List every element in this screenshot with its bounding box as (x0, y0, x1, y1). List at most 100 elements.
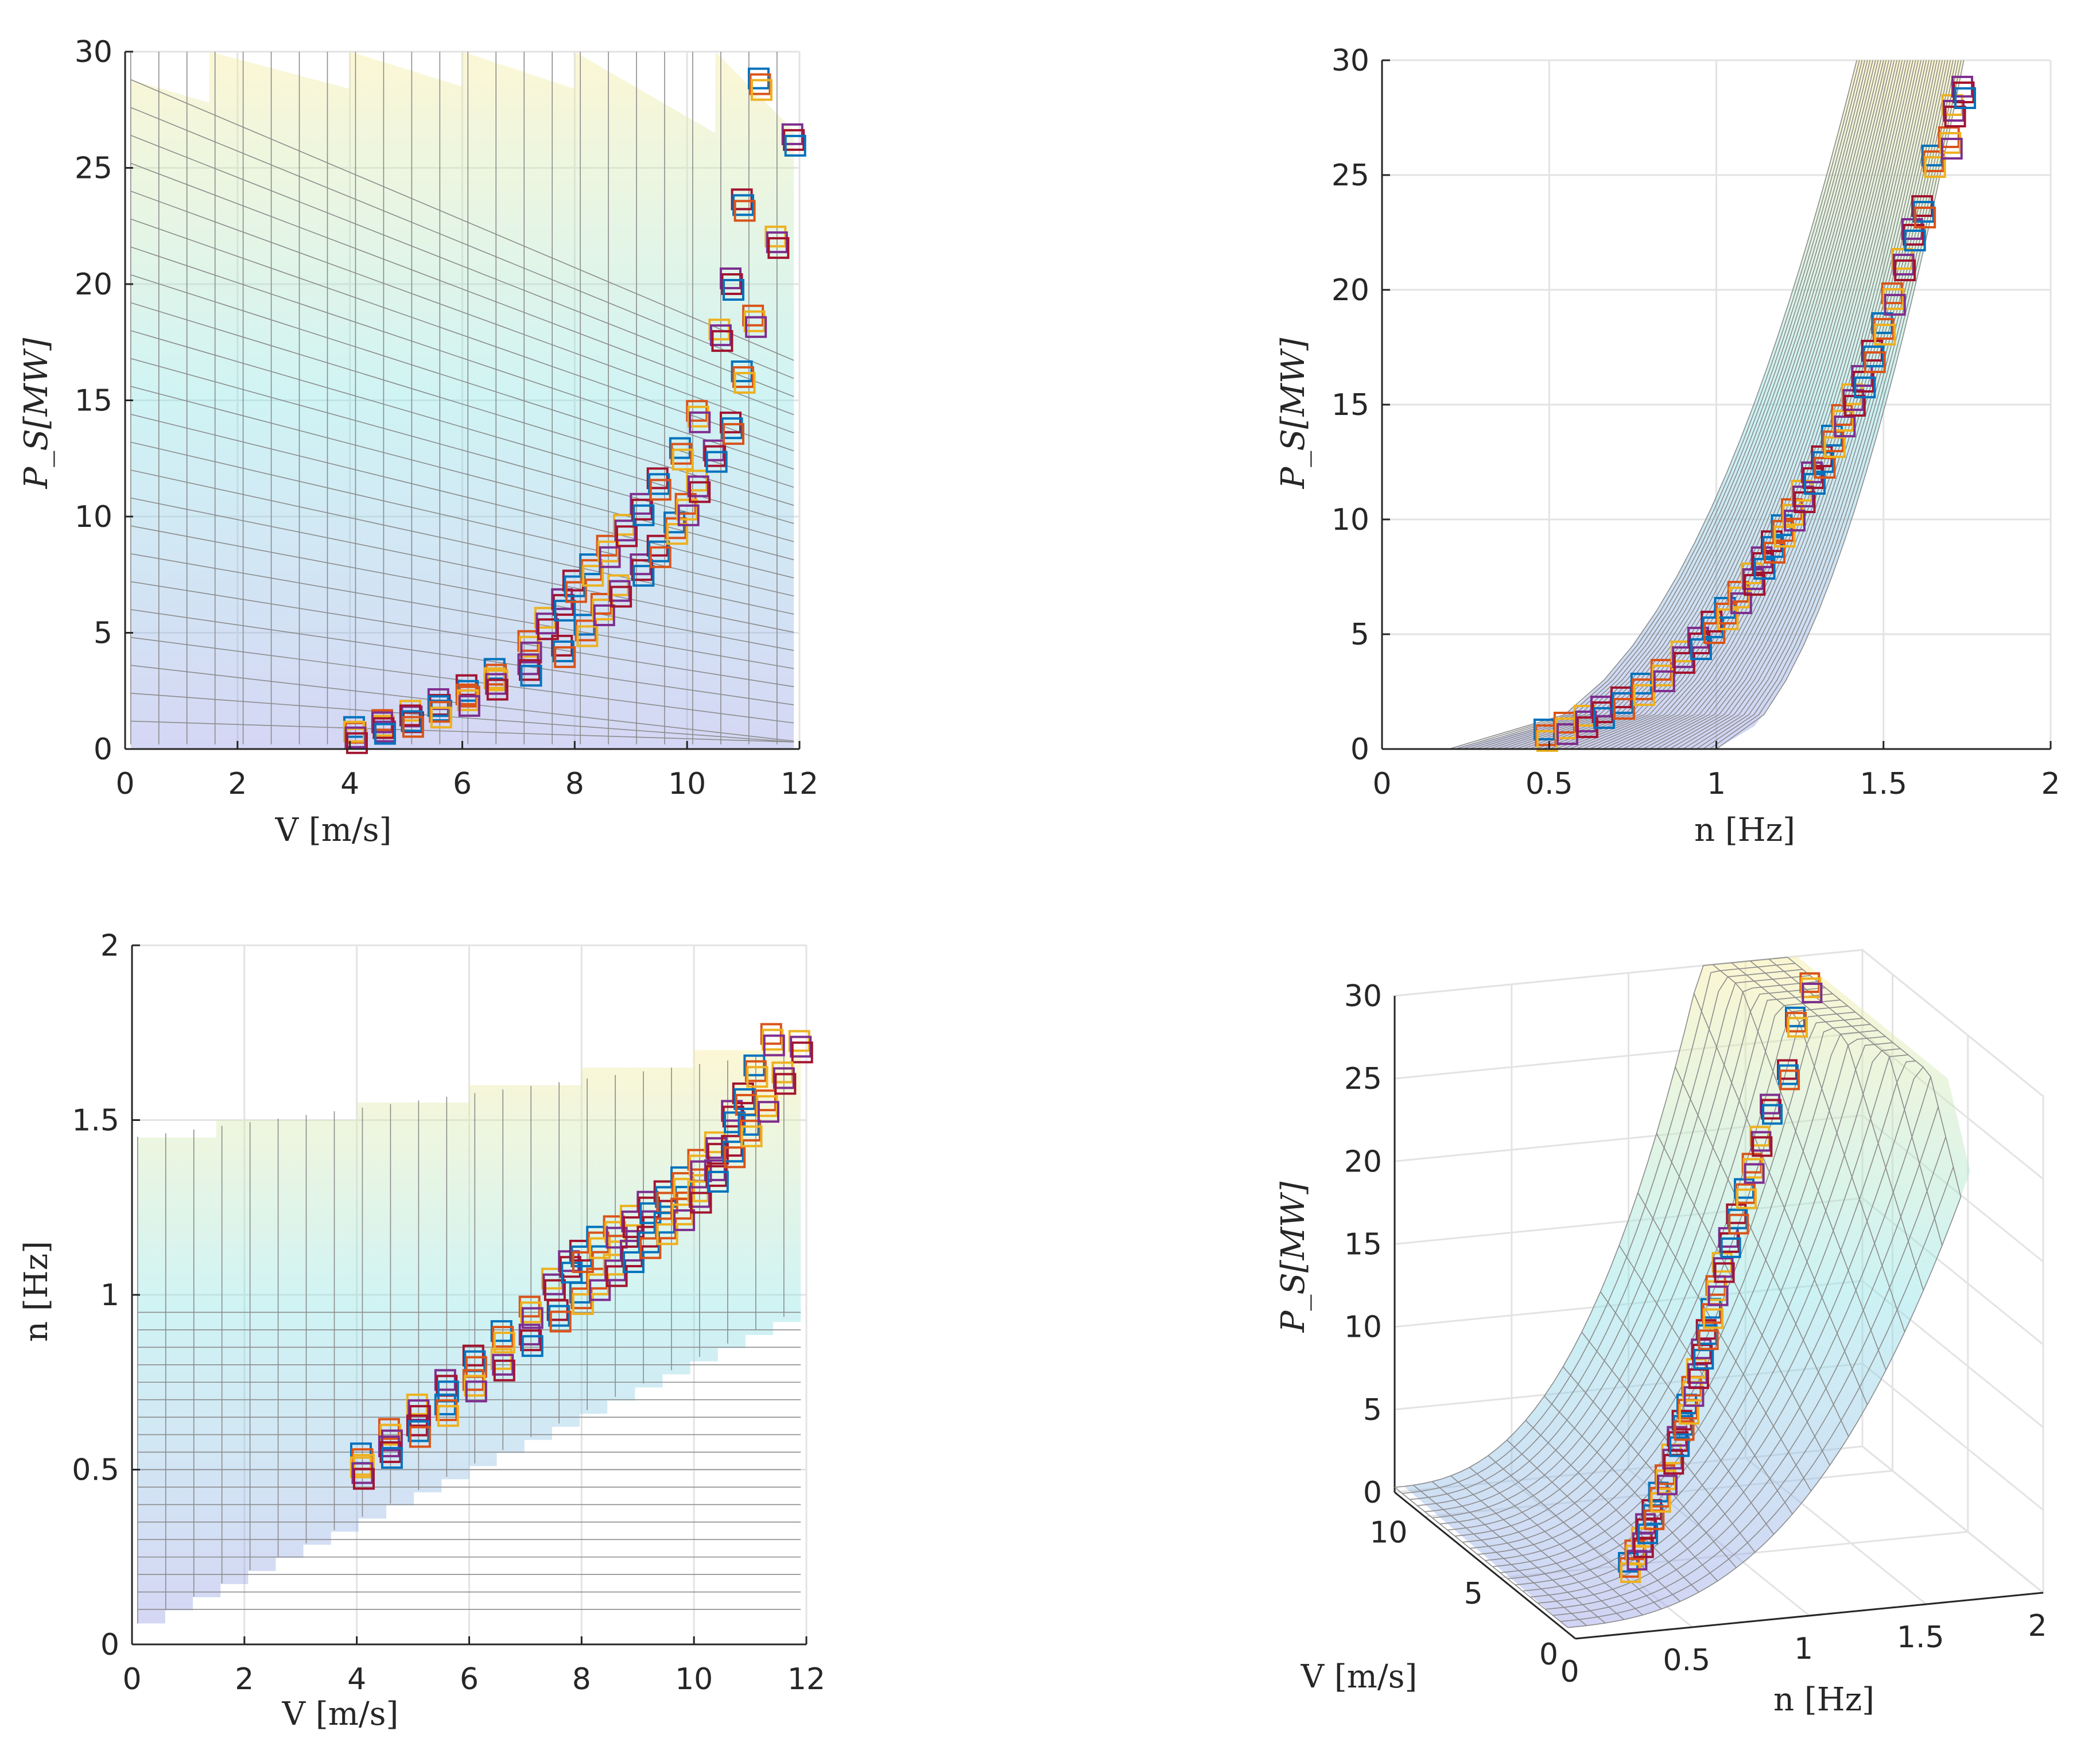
ps-vs-n-point (1673, 652, 1695, 674)
n-vs-v-point (352, 1454, 375, 1476)
ps-vs-v-point (783, 129, 805, 151)
ps-vs-v-point (630, 492, 652, 515)
ps-3d-mesh-n (1749, 960, 1924, 1291)
ps-3d-v-axis (1394, 1491, 1576, 1640)
ps-3d-mesh-v (1417, 975, 1811, 1506)
ps-3d-mesh-n (1768, 959, 1943, 1246)
n-vs-v-point (762, 1029, 784, 1051)
ps-vs-n-point (1871, 312, 1893, 334)
n-vs-v-point (743, 1054, 766, 1077)
ps-vs-n-point (1881, 282, 1903, 304)
n-vs-v-point (548, 1305, 570, 1327)
n-vs-v-point (757, 1101, 779, 1123)
ps-vs-n-point (1632, 678, 1654, 700)
n-vs-v-point (546, 1299, 569, 1321)
ps-vs-v-point (709, 324, 732, 347)
ps-3d-mesh-v (1439, 993, 1833, 1524)
n-vs-v-point (406, 1393, 428, 1415)
ps-vs-n-mesh-curve (1702, 60, 1959, 750)
ps-3d-n-axis (1575, 1592, 2044, 1640)
ps-vs-v-point (552, 640, 575, 662)
n-vs-v-ylabel: n [Hz] (18, 1241, 55, 1342)
ps-vs-v-point (720, 412, 742, 434)
ps-vs-n-point (1690, 638, 1712, 660)
ps-3d-point (1736, 1188, 1757, 1209)
ps-3d-mesh-n (1469, 1466, 1643, 1616)
ps-vs-v-point (689, 411, 711, 433)
n-vs-v-point (381, 1447, 403, 1469)
n-vs-v-point (378, 1435, 400, 1458)
ps-3d-mesh-n (1413, 1484, 1587, 1626)
n-vs-v-point (724, 1146, 746, 1169)
ps-vs-v-point (374, 723, 396, 745)
ps-vs-n-point (1717, 608, 1739, 630)
ps-vs-v-point (666, 523, 689, 545)
n-vs-v-point (732, 1082, 754, 1104)
ps-vs-n-point (1727, 581, 1749, 603)
ps-vs-n-ytick-label: 30 (1332, 44, 1369, 78)
n-vs-v-point (673, 1209, 696, 1231)
ps-vs-v-point (750, 79, 773, 101)
ps-3d-mesh-v (1560, 1166, 1954, 1622)
ps-vs-v-point (731, 360, 753, 382)
ps-vs-n-xtick-label: 1 (1707, 767, 1726, 801)
ps-vs-n-point (1702, 616, 1724, 638)
n-vs-v-point (705, 1165, 728, 1187)
n-vs-v-surface (137, 1050, 801, 1624)
ps-vs-v-point (663, 511, 686, 534)
ps-vs-v-point (346, 732, 368, 754)
ps-3d-vtick-label: 10 (1369, 1516, 1407, 1550)
ps-vs-n-point (1701, 611, 1723, 633)
ps-vs-n-mesh-curve (1462, 60, 1863, 750)
n-vs-v-point (549, 1310, 572, 1333)
n-vs-v-point (518, 1295, 541, 1318)
ps-vs-n-point (1864, 351, 1886, 373)
ps-vs-v-mesh-row (130, 274, 794, 488)
n-vs-v-point (434, 1393, 456, 1415)
ps-vs-n-mesh-curve (1569, 60, 1905, 750)
ps-vs-v-points (343, 67, 806, 754)
ps-vs-v-mesh-row (130, 441, 794, 597)
ps-vs-n-xtick-label: 0 (1372, 767, 1391, 801)
ps-vs-v-xtick-label: 0 (115, 767, 134, 801)
n-vs-v-point (739, 1119, 762, 1142)
ps-vs-v-mesh-row (130, 302, 794, 506)
n-vs-v-point (671, 1172, 694, 1194)
n-vs-v-ytick-label: 0.5 (72, 1453, 119, 1488)
ps-3d-mesh-n (1637, 1192, 1812, 1492)
ps-3d-mesh-v (1424, 981, 1818, 1512)
n-vs-v-point (622, 1251, 645, 1274)
ps-3d-mesh-v (1454, 1006, 1848, 1537)
ps-vs-v-point (702, 439, 725, 461)
ps-vs-n-mesh-curve (1522, 60, 1887, 750)
n-vs-v-ticks: 0 2 4 6 8 10 12 0 0.5 1 1.5 2 (72, 929, 825, 1697)
ps-vs-n-point (1652, 665, 1674, 686)
ps-3d-mesh-v (1530, 1066, 1924, 1598)
ps-vs-v-point (519, 659, 541, 681)
n-vs-v-ytick-label: 1 (100, 1278, 119, 1313)
ps-vs-n-point (1939, 132, 1962, 154)
ps-3d-vtick-label: 0 (1539, 1638, 1558, 1672)
ps-vs-n-point (1633, 684, 1655, 706)
n-vs-v-point (790, 1035, 812, 1058)
ps-vs-v-ytick-label: 30 (75, 35, 112, 69)
n-vs-v-ytick-label: 1.5 (72, 1104, 119, 1138)
ps-3d-mesh-n (1787, 957, 1962, 1197)
ps-vs-v-point (615, 525, 638, 548)
ps-vs-v-ytick-label: 5 (94, 616, 112, 651)
n-vs-v-point (434, 1369, 456, 1391)
ps-3d-point (1728, 1213, 1749, 1235)
n-vs-v-axes (131, 944, 808, 1646)
ps-vs-v-spacer (125, 29, 137, 34)
ps-vs-n-axes (1381, 59, 2052, 750)
ps-3d-mesh-n (1394, 1487, 1569, 1628)
n-vs-v-point (490, 1320, 513, 1342)
n-vs-v-chart: 0 2 4 6 8 10 12 0 0.5 1 1.5 2 V [m/s] n [Hz] (18, 929, 825, 1733)
n-vs-v-ytick-label: 0 (100, 1628, 119, 1662)
n-vs-v-points (350, 1023, 813, 1490)
n-vs-v-xtick-label: 0 (122, 1662, 141, 1697)
n-vs-v-point (493, 1332, 515, 1354)
n-vs-v-point (773, 1067, 795, 1089)
n-vs-v-xtick-label: 12 (787, 1662, 825, 1697)
ps-vs-v-point (614, 519, 636, 542)
